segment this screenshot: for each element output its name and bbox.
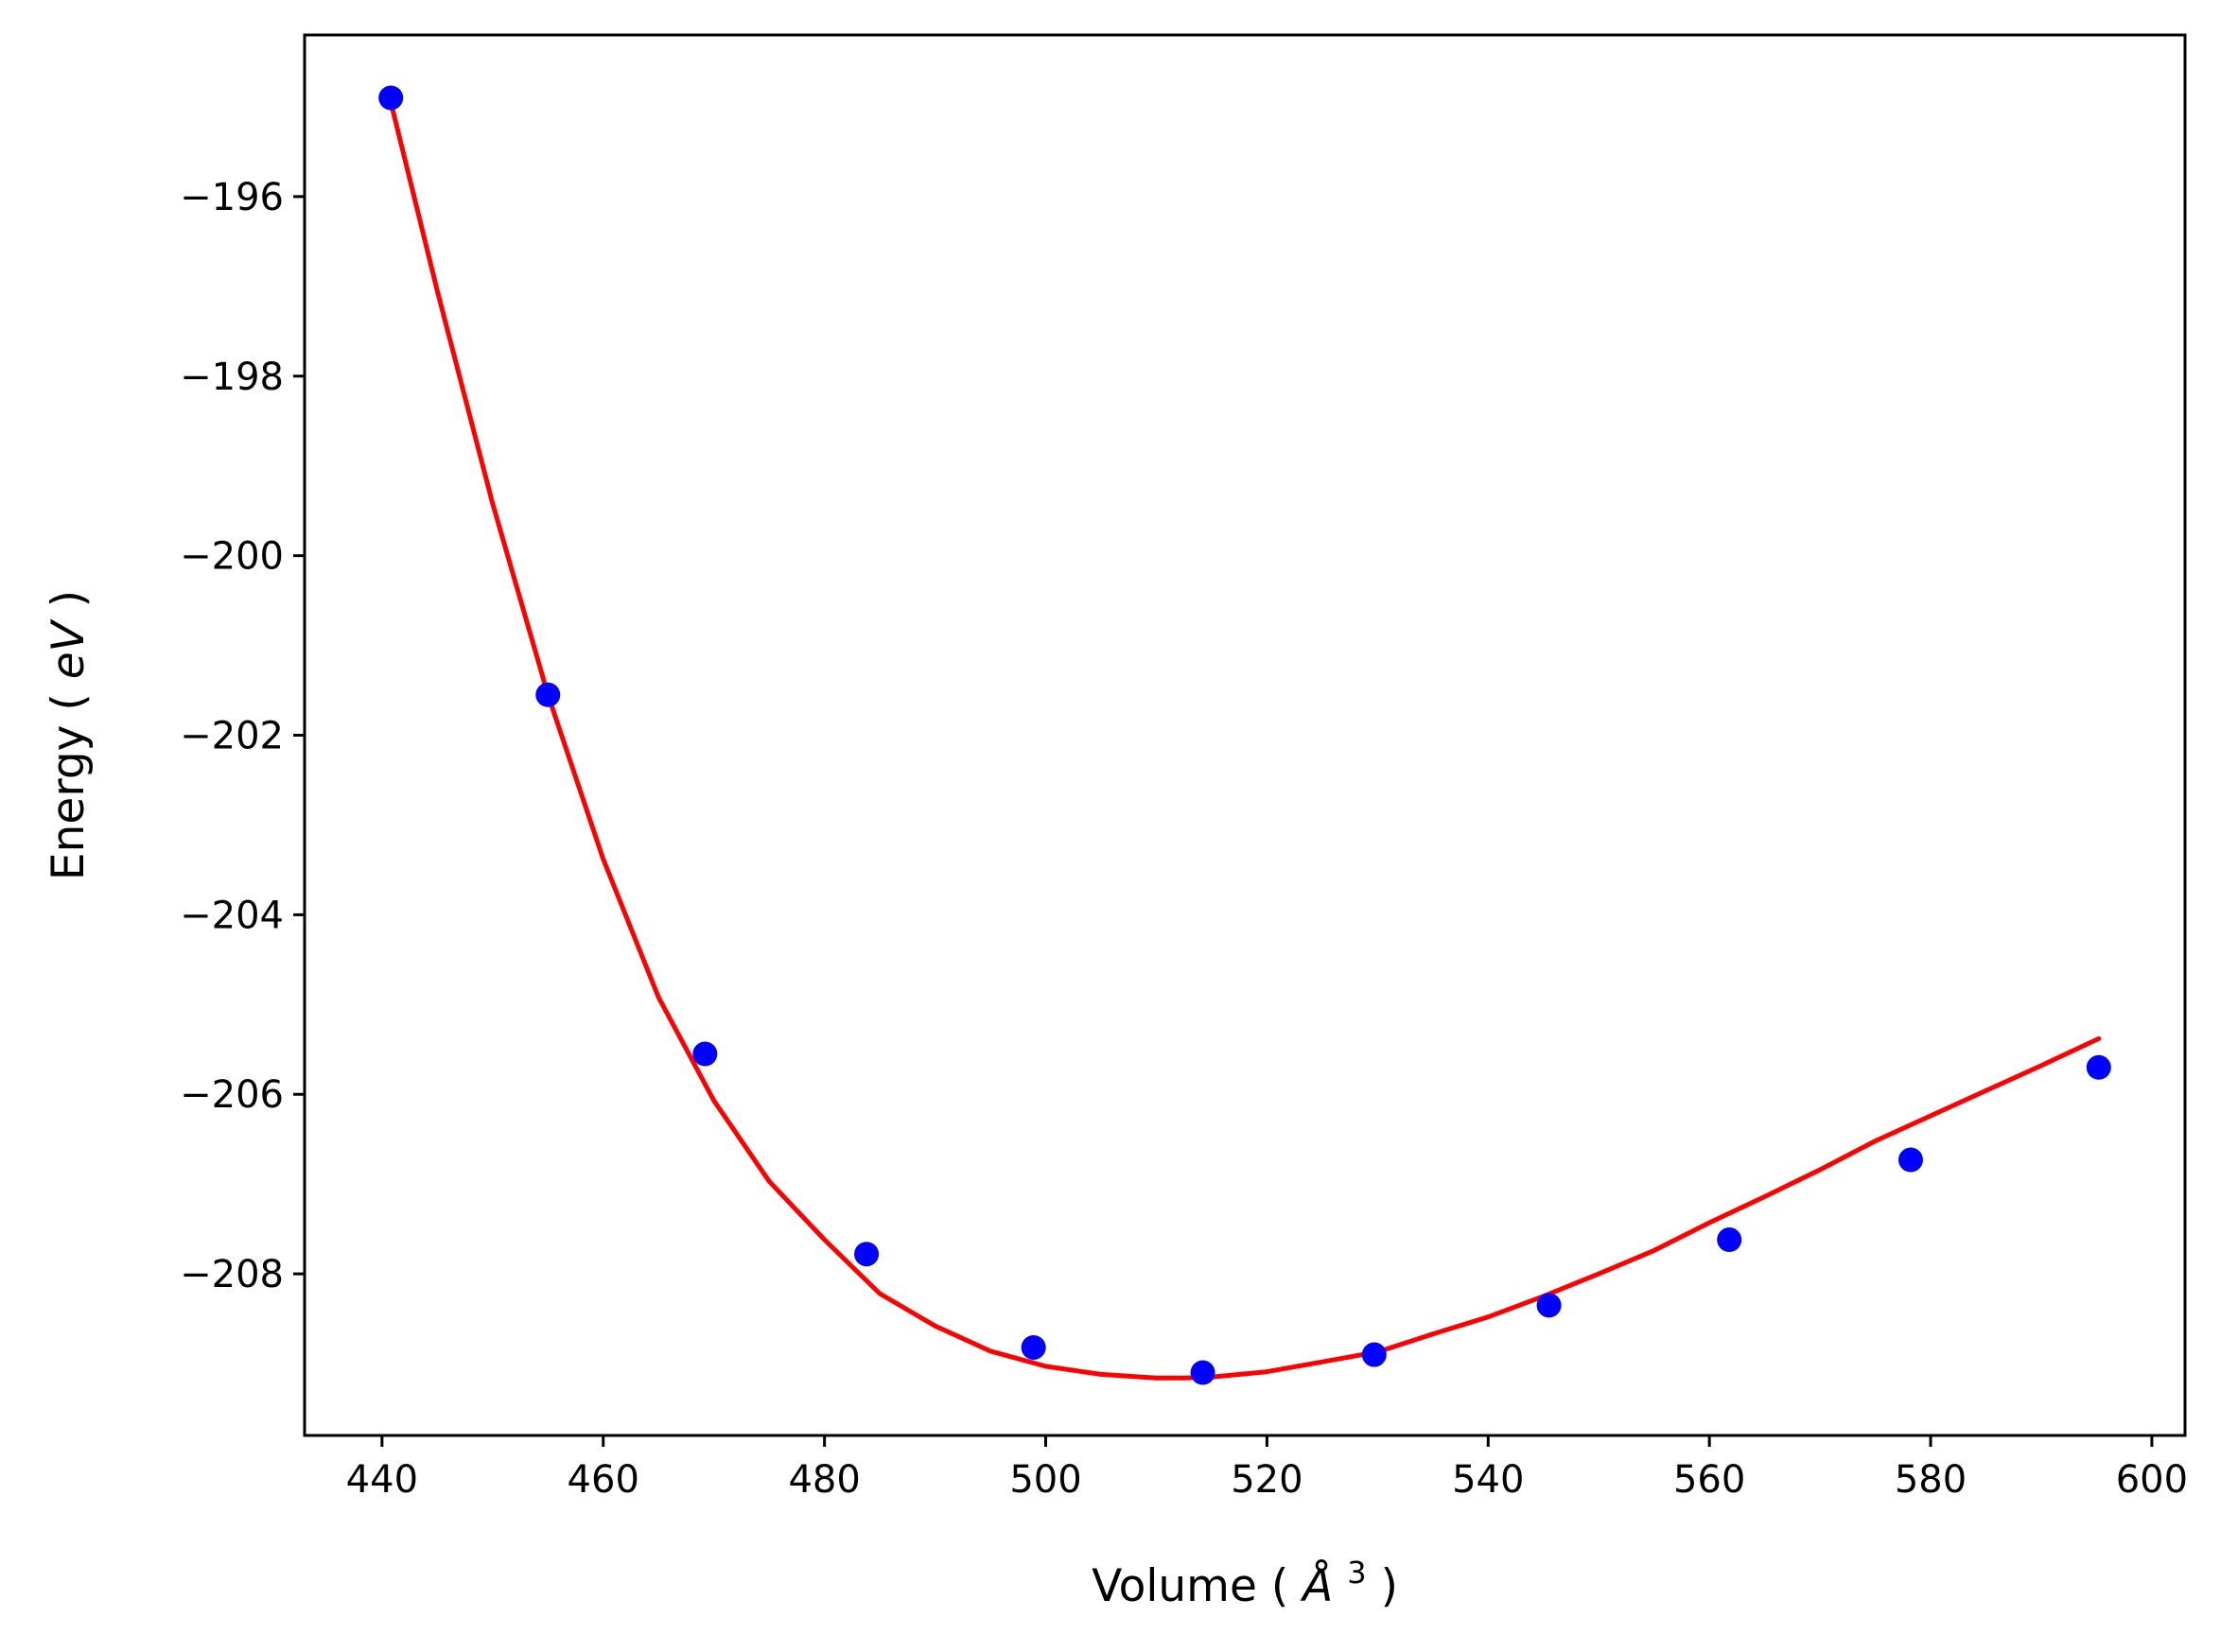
x-tick-label: 560: [1673, 1458, 1745, 1502]
x-tick-label: 480: [788, 1458, 860, 1502]
data-point: [1897, 1147, 1923, 1173]
x-tick-label: 460: [568, 1458, 639, 1502]
x-tick-label: 600: [2116, 1458, 2188, 1502]
x-axis-label-close: ): [1381, 1560, 1398, 1612]
data-point: [692, 1041, 718, 1067]
data-point: [1536, 1293, 1562, 1318]
data-point: [1021, 1334, 1046, 1360]
y-axis-ticks: −196 −198 −200 −202 −204 −206 −208: [180, 176, 305, 1296]
y-axis-label-unit: eV: [43, 618, 95, 679]
y-axis-label-open: (: [43, 693, 95, 710]
x-tick-label: 540: [1452, 1458, 1524, 1502]
data-point: [378, 85, 404, 111]
x-axis-label-unit: Å: [1300, 1560, 1333, 1612]
data-point: [535, 682, 561, 707]
x-axis-ticks: 440 460 480 500 520 540 560 580 600: [346, 1435, 2188, 1502]
x-axis-label-exponent: 3: [1347, 1555, 1366, 1591]
y-axis-label-text: Energy: [43, 725, 95, 881]
data-points-layer: [378, 85, 2111, 1385]
x-tick-label: 440: [346, 1458, 418, 1502]
fit-curve-line: [388, 99, 2102, 1381]
data-point: [1717, 1227, 1742, 1253]
y-tick-label: −202: [180, 715, 284, 758]
y-tick-label: −204: [180, 894, 284, 937]
x-tick-label: 520: [1231, 1458, 1303, 1502]
y-axis-label-close: ): [43, 590, 95, 607]
y-tick-label: −208: [180, 1253, 284, 1296]
y-tick-label: −196: [180, 176, 284, 219]
data-point: [1361, 1342, 1387, 1367]
y-tick-label: −198: [180, 356, 284, 399]
y-tick-label: −200: [180, 535, 284, 579]
x-tick-label: 500: [1009, 1458, 1081, 1502]
x-axis-label: Volume ( Å 3 ): [1092, 1555, 1398, 1612]
y-axis-label: Energy ( eV ): [43, 590, 95, 880]
y-tick-label: −206: [180, 1073, 284, 1117]
x-tick-label: 580: [1895, 1458, 1967, 1502]
data-point: [2086, 1054, 2111, 1080]
x-axis-label-open: (: [1271, 1560, 1288, 1612]
fit-curve-layer: [388, 99, 2102, 1381]
data-point: [1190, 1360, 1215, 1385]
plot-frame: [303, 33, 2187, 1437]
x-axis-label-text: Volume: [1092, 1560, 1257, 1612]
data-point: [854, 1242, 880, 1267]
